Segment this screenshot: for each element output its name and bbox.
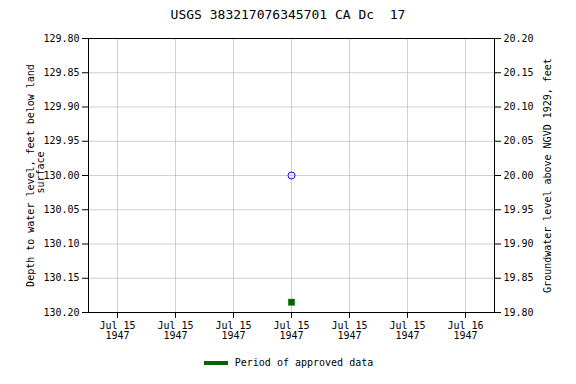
svg-text:130.05: 130.05 — [43, 204, 79, 215]
svg-text:19.90: 19.90 — [504, 238, 534, 249]
svg-text:20.05: 20.05 — [504, 135, 534, 146]
html-text:USGS 383217076345701 CA Dc 17: USGS 383217076345701 CA Dc 17 — [170, 7, 406, 22]
svg-text:20.00: 20.00 — [504, 170, 534, 181]
svg-text:19.85: 19.85 — [504, 272, 534, 283]
svg-text:Jul 151947: Jul 151947 — [331, 320, 367, 341]
svg-text:19.80: 19.80 — [504, 307, 534, 318]
svg-text:19.95: 19.95 — [504, 204, 534, 215]
svg-text:Depth to water level, feet bel: Depth to water level, feet below land su… — [25, 64, 46, 287]
svg-text:20.20: 20.20 — [504, 33, 534, 44]
svg-text:20.10: 20.10 — [504, 101, 534, 112]
svg-text:Jul 151947: Jul 151947 — [157, 320, 193, 341]
svg-text:130.00: 130.00 — [43, 170, 79, 181]
svg-text:Groundwater level above NGVD 1: Groundwater level above NGVD 1929, feet — [542, 58, 553, 293]
svg-text:20.15: 20.15 — [504, 67, 534, 78]
svg-text:130.15: 130.15 — [43, 272, 79, 283]
svg-text:130.10: 130.10 — [43, 238, 79, 249]
svg-text:129.90: 129.90 — [43, 101, 79, 112]
svg-text:Jul 151947: Jul 151947 — [99, 320, 135, 341]
svg-text:Jul 151947: Jul 151947 — [215, 320, 251, 341]
svg-text:130.20: 130.20 — [43, 307, 79, 318]
svg-text:Jul 161947: Jul 161947 — [447, 320, 483, 341]
svg-text:129.85: 129.85 — [43, 67, 79, 78]
svg-text:Jul 151947: Jul 151947 — [389, 320, 425, 341]
svg-text:129.80: 129.80 — [43, 33, 79, 44]
svg-text:129.95: 129.95 — [43, 135, 79, 146]
html-text:Period of approved data: Period of approved data — [234, 357, 374, 368]
svg-text:Jul 151947: Jul 151947 — [273, 320, 309, 341]
